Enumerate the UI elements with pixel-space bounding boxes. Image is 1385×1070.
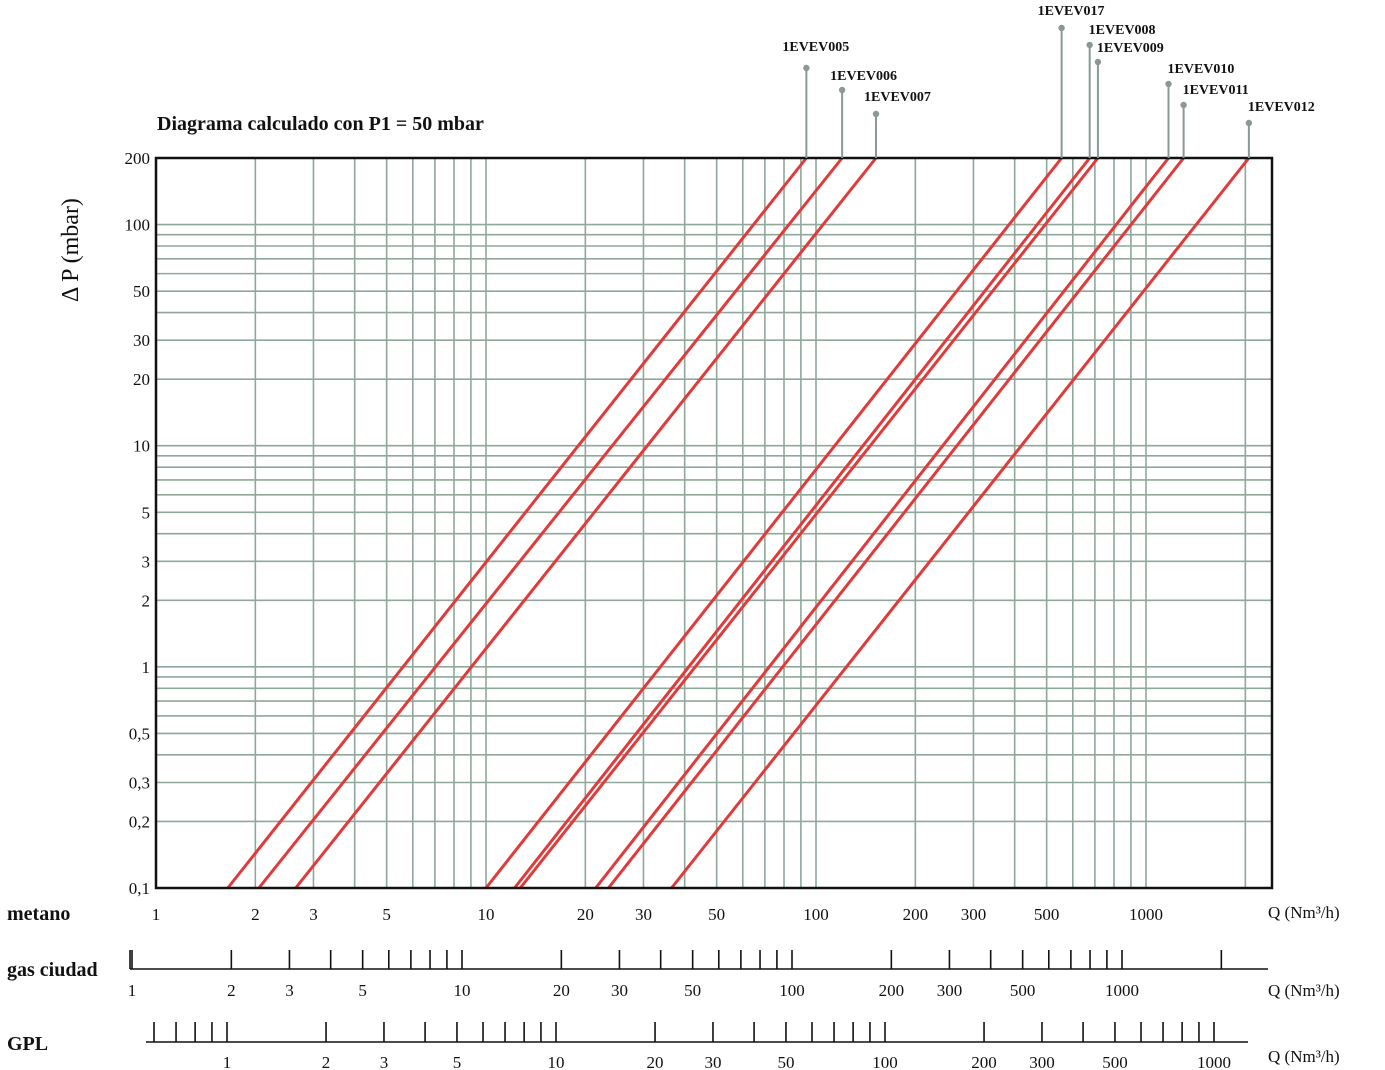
flow-scale-tick-label: 200 bbox=[879, 981, 905, 1000]
flow-scale-name: gas ciudad bbox=[7, 959, 98, 981]
series-leader-dot bbox=[1180, 101, 1187, 109]
flow-scale-tick-label: 3 bbox=[309, 905, 318, 924]
flow-scale-tick-label: 10 bbox=[478, 905, 495, 924]
series-label: 1EVEV017 bbox=[1038, 4, 1105, 19]
flow-scale-unit: Q (Nm³/h) bbox=[1268, 1047, 1340, 1066]
series-label: 1EVEV011 bbox=[1183, 83, 1249, 98]
flow-scales: metano Q (Nm³/h) 1 2 3 5 10 20 30 50 100 200 300 500 1… bbox=[7, 903, 1340, 1070]
y-tick-label: 0,2 bbox=[129, 812, 150, 831]
flow-scale-tick-label: 1000 bbox=[1197, 1053, 1231, 1070]
flow-scale-tick-label: 500 bbox=[1010, 981, 1036, 1000]
flow-scale-tick-label: 300 bbox=[937, 981, 963, 1000]
series-line bbox=[294, 157, 878, 889]
flow-scale-tick-label: 10 bbox=[548, 1053, 565, 1070]
series-label: 1EVEV007 bbox=[864, 90, 931, 105]
series-leader-dot bbox=[1058, 24, 1065, 32]
plot-border bbox=[154, 156, 1274, 890]
y-tick-label: 0,1 bbox=[129, 879, 150, 898]
series-line bbox=[607, 157, 1185, 889]
flow-scale-tick-label: 1000 bbox=[1129, 905, 1163, 924]
series-lines bbox=[226, 157, 1251, 889]
flow-scale-tick-label: 5 bbox=[453, 1053, 462, 1070]
flow-scale-tick-label: 50 bbox=[777, 1053, 794, 1070]
flow-scale-tick-label: 1 bbox=[223, 1053, 232, 1070]
y-tick-label: 3 bbox=[142, 552, 151, 571]
flow-scale-tick-label: 20 bbox=[577, 905, 594, 924]
series-line bbox=[670, 157, 1251, 889]
y-tick-label: 20 bbox=[133, 370, 150, 389]
flow-scale-tick-label: 100 bbox=[803, 905, 829, 924]
y-tick-label: 5 bbox=[142, 503, 151, 522]
flow-scale-tick-label: 1000 bbox=[1105, 981, 1139, 1000]
flow-scale-tick-label: 3 bbox=[285, 981, 294, 1000]
y-tick-label: 0,3 bbox=[129, 773, 150, 792]
series-leader-dot bbox=[838, 86, 846, 94]
series-line bbox=[594, 157, 1170, 889]
y-axis-label: Δ P (mbar) bbox=[58, 198, 84, 302]
series-label: 1EVEV005 bbox=[782, 40, 849, 55]
flow-scale-tick-label: 100 bbox=[872, 1053, 898, 1070]
series-line bbox=[513, 157, 1091, 889]
series-label: 1EVEV010 bbox=[1168, 62, 1235, 77]
flow-scale-tick-label: 100 bbox=[779, 981, 805, 1000]
flow-scale-name: GPL bbox=[7, 1033, 48, 1055]
series-leader-dot bbox=[803, 64, 810, 72]
series-leader-dot bbox=[872, 110, 880, 118]
flow-scale-tick-label: 1 bbox=[128, 981, 137, 1000]
y-tick-label: 10 bbox=[133, 437, 150, 456]
flow-scale-tick-label: 200 bbox=[971, 1053, 997, 1070]
flow-scale-tick-label: 30 bbox=[635, 905, 652, 924]
y-tick-label: 50 bbox=[133, 282, 150, 301]
series-leader-dot bbox=[1094, 58, 1102, 66]
y-tick-label: 200 bbox=[125, 149, 151, 168]
y-tick-label: 30 bbox=[133, 331, 150, 350]
flow-scale-tick-label: 1 bbox=[152, 905, 161, 924]
plot-frame bbox=[154, 156, 1274, 890]
flow-scale-tick-label: 50 bbox=[708, 905, 725, 924]
series-leader-dot bbox=[1245, 119, 1253, 127]
flow-scale-unit: Q (Nm³/h) bbox=[1268, 981, 1340, 1000]
flow-scale-tick-label: 5 bbox=[358, 981, 367, 1000]
flow-scale-tick-label: 2 bbox=[251, 905, 260, 924]
flow-scale-unit: Q (Nm³/h) bbox=[1268, 903, 1340, 922]
series-label: 1EVEV012 bbox=[1248, 100, 1315, 115]
flow-scale-tick-label: 300 bbox=[1029, 1053, 1055, 1070]
y-tick-label: 2 bbox=[142, 591, 151, 610]
y-tick-label: 0,5 bbox=[129, 724, 150, 743]
y-tick-label: 100 bbox=[125, 216, 151, 235]
series-label: 1EVEV006 bbox=[830, 69, 897, 84]
flow-scale-tick-label: 10 bbox=[454, 981, 471, 1000]
flow-scale-tick-label: 50 bbox=[684, 981, 701, 1000]
series-label: 1EVEV009 bbox=[1097, 41, 1164, 56]
flow-scale-tick-label: 200 bbox=[903, 905, 929, 924]
y-tick-label: 1 bbox=[142, 658, 151, 677]
chart-texts: 1EVEV005 1EVEV006 1EVEV007 1EVEV017 1EVEV008… bbox=[58, 4, 1315, 898]
series-leader-dot bbox=[1086, 41, 1093, 49]
flow-scale-tick-label: 300 bbox=[961, 905, 987, 924]
chart-title: Diagrama calculado con P1 = 50 mbar bbox=[157, 113, 484, 135]
chart-grid bbox=[156, 158, 1272, 888]
series-line bbox=[519, 157, 1100, 889]
series-line bbox=[484, 157, 1063, 889]
flow-scale-tick-label: 2 bbox=[227, 981, 236, 1000]
series-label: 1EVEV008 bbox=[1089, 23, 1156, 38]
series-line bbox=[226, 157, 808, 889]
flow-scale-tick-label: 30 bbox=[611, 981, 628, 1000]
flow-scale-tick-label: 2 bbox=[322, 1053, 331, 1070]
flow-scale-tick-label: 500 bbox=[1102, 1053, 1128, 1070]
flow-scale-tick-label: 20 bbox=[553, 981, 570, 1000]
flow-scale-name: metano bbox=[7, 903, 70, 925]
flow-scale-tick-label: 3 bbox=[380, 1053, 389, 1070]
flow-scale-tick-label: 30 bbox=[704, 1053, 721, 1070]
flow-scale-tick-label: 20 bbox=[647, 1053, 664, 1070]
flow-scale-tick-label: 5 bbox=[382, 905, 391, 924]
flow-scale-tick-label: 500 bbox=[1034, 905, 1060, 924]
series-line bbox=[257, 157, 844, 889]
series-leaders bbox=[803, 24, 1253, 158]
series-leader-dot bbox=[1165, 80, 1172, 88]
